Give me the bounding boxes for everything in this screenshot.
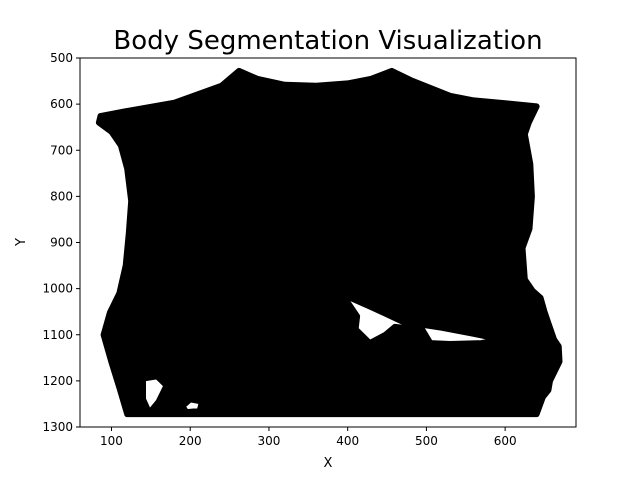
y-axis-label: Y xyxy=(14,238,29,247)
plot-area xyxy=(95,67,563,418)
chart-title: Body Segmentation Visualization xyxy=(113,26,542,56)
y-tick-label: 1100 xyxy=(42,328,73,342)
y-tick-label: 1300 xyxy=(42,420,73,434)
x-tick-label: 200 xyxy=(179,434,202,448)
y-tick-label: 900 xyxy=(50,236,73,250)
y-tick-label: 500 xyxy=(50,51,73,65)
x-tick-label: 600 xyxy=(494,434,517,448)
x-tick-label: 400 xyxy=(336,434,359,448)
y-axis-ticks: 500 600 700 800 900 1000 1100 1200 1300 xyxy=(42,51,80,434)
x-tick-label: 300 xyxy=(257,434,280,448)
y-tick-label: 600 xyxy=(50,97,73,111)
x-axis-ticks: 100 200 300 400 500 600 xyxy=(100,427,517,448)
x-axis-label: X xyxy=(324,456,333,471)
y-tick-label: 1200 xyxy=(42,374,73,388)
y-tick-label: 800 xyxy=(50,189,73,203)
x-tick-label: 500 xyxy=(415,434,438,448)
x-tick-label: 100 xyxy=(100,434,123,448)
y-tick-label: 1000 xyxy=(42,282,73,296)
y-tick-label: 700 xyxy=(50,143,73,157)
segmentation-mask-points xyxy=(95,67,563,418)
